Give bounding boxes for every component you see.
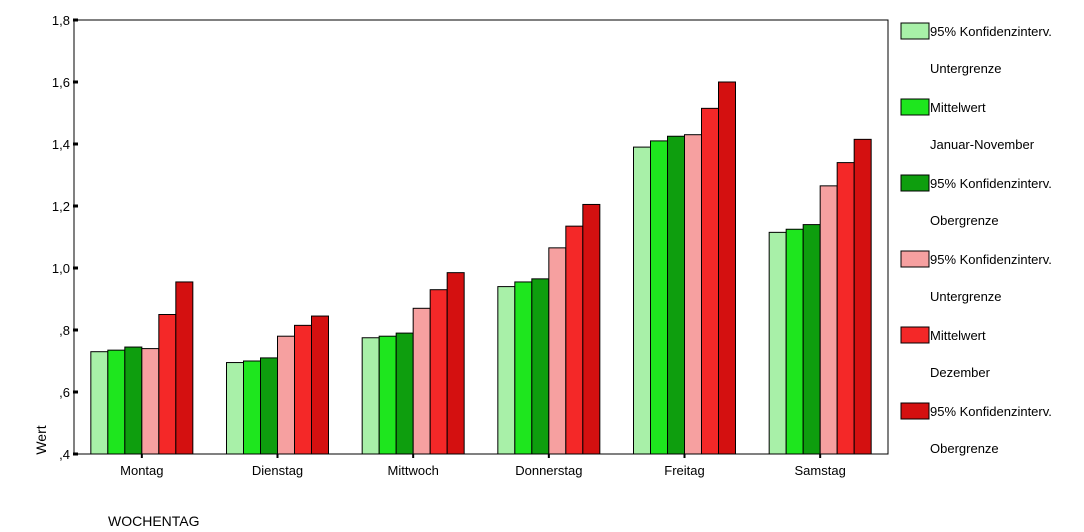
bar — [312, 316, 329, 454]
bar — [634, 147, 651, 454]
bar — [532, 279, 549, 454]
legend-label-line1: 95% Konfidenzinterv. — [930, 176, 1052, 191]
bar — [854, 139, 871, 454]
legend-label-line1: 95% Konfidenzinterv. — [930, 404, 1052, 419]
bar — [227, 363, 244, 454]
bar — [108, 350, 125, 454]
bar — [413, 308, 430, 454]
bar — [566, 226, 583, 454]
legend-label-line2: Untergrenze — [930, 289, 1002, 304]
x-axis-label: WOCHENTAG — [108, 513, 200, 529]
legend-swatch — [901, 251, 929, 267]
bar — [651, 141, 668, 454]
y-tick-label: 1,8 — [52, 13, 70, 28]
bar — [498, 287, 515, 454]
bar — [803, 225, 820, 454]
y-axis-label: Wert — [33, 425, 49, 454]
bar — [837, 163, 854, 454]
legend-label-line2: Obergrenze — [930, 213, 999, 228]
bar — [719, 82, 736, 454]
bar — [430, 290, 447, 454]
legend-label-line1: Mittelwert — [930, 328, 986, 343]
legend-swatch — [901, 327, 929, 343]
x-tick-label: Donnerstag — [515, 463, 582, 478]
bar — [685, 135, 702, 454]
y-tick-label: ,6 — [59, 385, 70, 400]
plot-area-frame — [74, 20, 888, 454]
legend-label-line1: 95% Konfidenzinterv. — [930, 252, 1052, 267]
legend-label-line2: Obergrenze — [930, 441, 999, 456]
x-tick-label: Mittwoch — [388, 463, 439, 478]
x-axis: Montag Dienstag Mittwoch Donnerstag Freitag S… — [120, 454, 846, 478]
y-tick-label: 1,2 — [52, 199, 70, 214]
bar — [176, 282, 193, 454]
bar — [786, 229, 803, 454]
legend: 95% Konfidenzinterv. Untergrenze Mittelwer… — [901, 23, 1052, 456]
bar — [379, 336, 396, 454]
y-tick-label: ,8 — [59, 323, 70, 338]
bar — [295, 325, 312, 454]
y-tick-label: ,4 — [59, 447, 70, 462]
bar — [125, 347, 142, 454]
bar — [244, 361, 261, 454]
legend-swatch — [901, 99, 929, 115]
y-tick-label: 1,4 — [52, 137, 70, 152]
x-tick-label: Dienstag — [252, 463, 303, 478]
legend-label-line2: Dezember — [930, 365, 991, 380]
bar — [702, 108, 719, 454]
bar — [447, 273, 464, 454]
legend-label-line1: 95% Konfidenzinterv. — [930, 24, 1052, 39]
x-tick-label: Montag — [120, 463, 163, 478]
legend-swatch — [901, 23, 929, 39]
x-tick-label: Freitag — [664, 463, 704, 478]
bar — [142, 349, 159, 454]
bar — [261, 358, 278, 454]
bar — [668, 136, 685, 454]
bar — [820, 186, 837, 454]
bar — [91, 352, 108, 454]
bar — [278, 336, 295, 454]
bar — [549, 248, 566, 454]
legend-swatch — [901, 175, 929, 191]
bar — [769, 232, 786, 454]
legend-label-line1: Mittelwert — [930, 100, 986, 115]
y-tick-label: 1,6 — [52, 75, 70, 90]
bar — [515, 282, 532, 454]
bar — [396, 333, 413, 454]
bar — [583, 204, 600, 454]
legend-swatch — [901, 403, 929, 419]
legend-label-line2: Januar-November — [930, 137, 1035, 152]
bar — [159, 315, 176, 455]
legend-label-line2: Untergrenze — [930, 61, 1002, 76]
y-tick-label: 1,0 — [52, 261, 70, 276]
x-tick-label: Samstag — [795, 463, 846, 478]
bar — [362, 338, 379, 454]
